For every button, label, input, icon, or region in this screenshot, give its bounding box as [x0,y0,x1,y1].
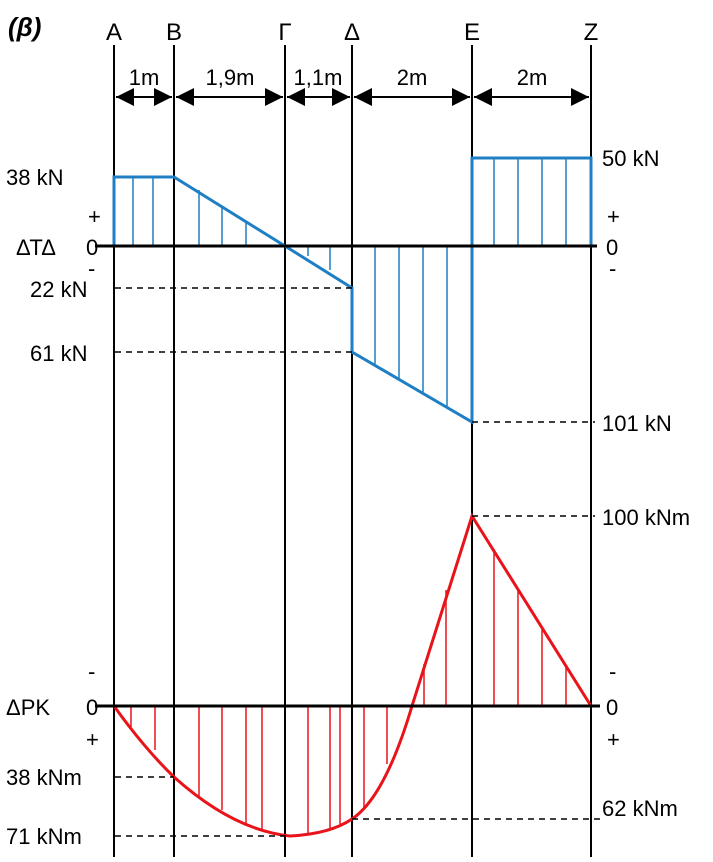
moment-leaders [115,515,600,837]
segment-label-gd: 1,1m [294,65,343,90]
vertical-guides [113,45,592,857]
shear-plus-right: + [607,204,620,229]
point-label-delta: Δ [344,19,360,46]
shear-value-38: 38 kN [6,165,63,190]
moment-zero-left: 0 [86,695,98,720]
shear-leaders [115,287,595,423]
shear-value-61: 61 kN [30,341,87,366]
moment-value-100: 100 kNm [602,505,690,530]
shear-value-22: 22 kN [30,277,87,302]
shear-value-50: 50 kN [602,146,659,171]
shear-curve [112,156,593,425]
shear-hatching [132,158,567,406]
segment-label-de: 2m [397,65,428,90]
segment-label-ez: 2m [517,65,548,90]
shear-minus-right: - [609,256,616,281]
moment-axis-label: ΔΡΚ [6,695,50,720]
moment-plus-left: + [86,727,99,752]
shear-value-101: 101 kN [602,411,672,436]
moment-curve [112,512,593,838]
moment-value-38: 38 kNm [6,765,82,790]
segment-label-bg: 1,9m [206,65,255,90]
moment-value-62: 62 kNm [602,796,678,821]
moment-hatching [130,549,567,834]
shear-zero-right: 0 [606,235,618,260]
point-label-epsilon: Ε [464,19,480,46]
moment-minus-right: - [609,659,616,684]
shear-minus-left: - [88,256,95,281]
shear-axis-label: ΔΤΔ [16,235,56,260]
moment-zero-right: 0 [606,695,618,720]
point-label-b: B [166,19,182,46]
shear-plus-left: + [88,204,101,229]
moment-minus-left: - [88,659,95,684]
moment-plus-right: + [607,727,620,752]
shear-zero-left: 0 [86,235,98,260]
point-label-a: A [106,19,122,46]
figure-label: (β) [8,12,41,42]
segment-label-ab: 1m [129,65,160,90]
point-label-gamma: Γ [278,19,291,46]
moment-value-71: 71 kNm [6,824,82,849]
point-label-zeta: Ζ [584,19,599,46]
